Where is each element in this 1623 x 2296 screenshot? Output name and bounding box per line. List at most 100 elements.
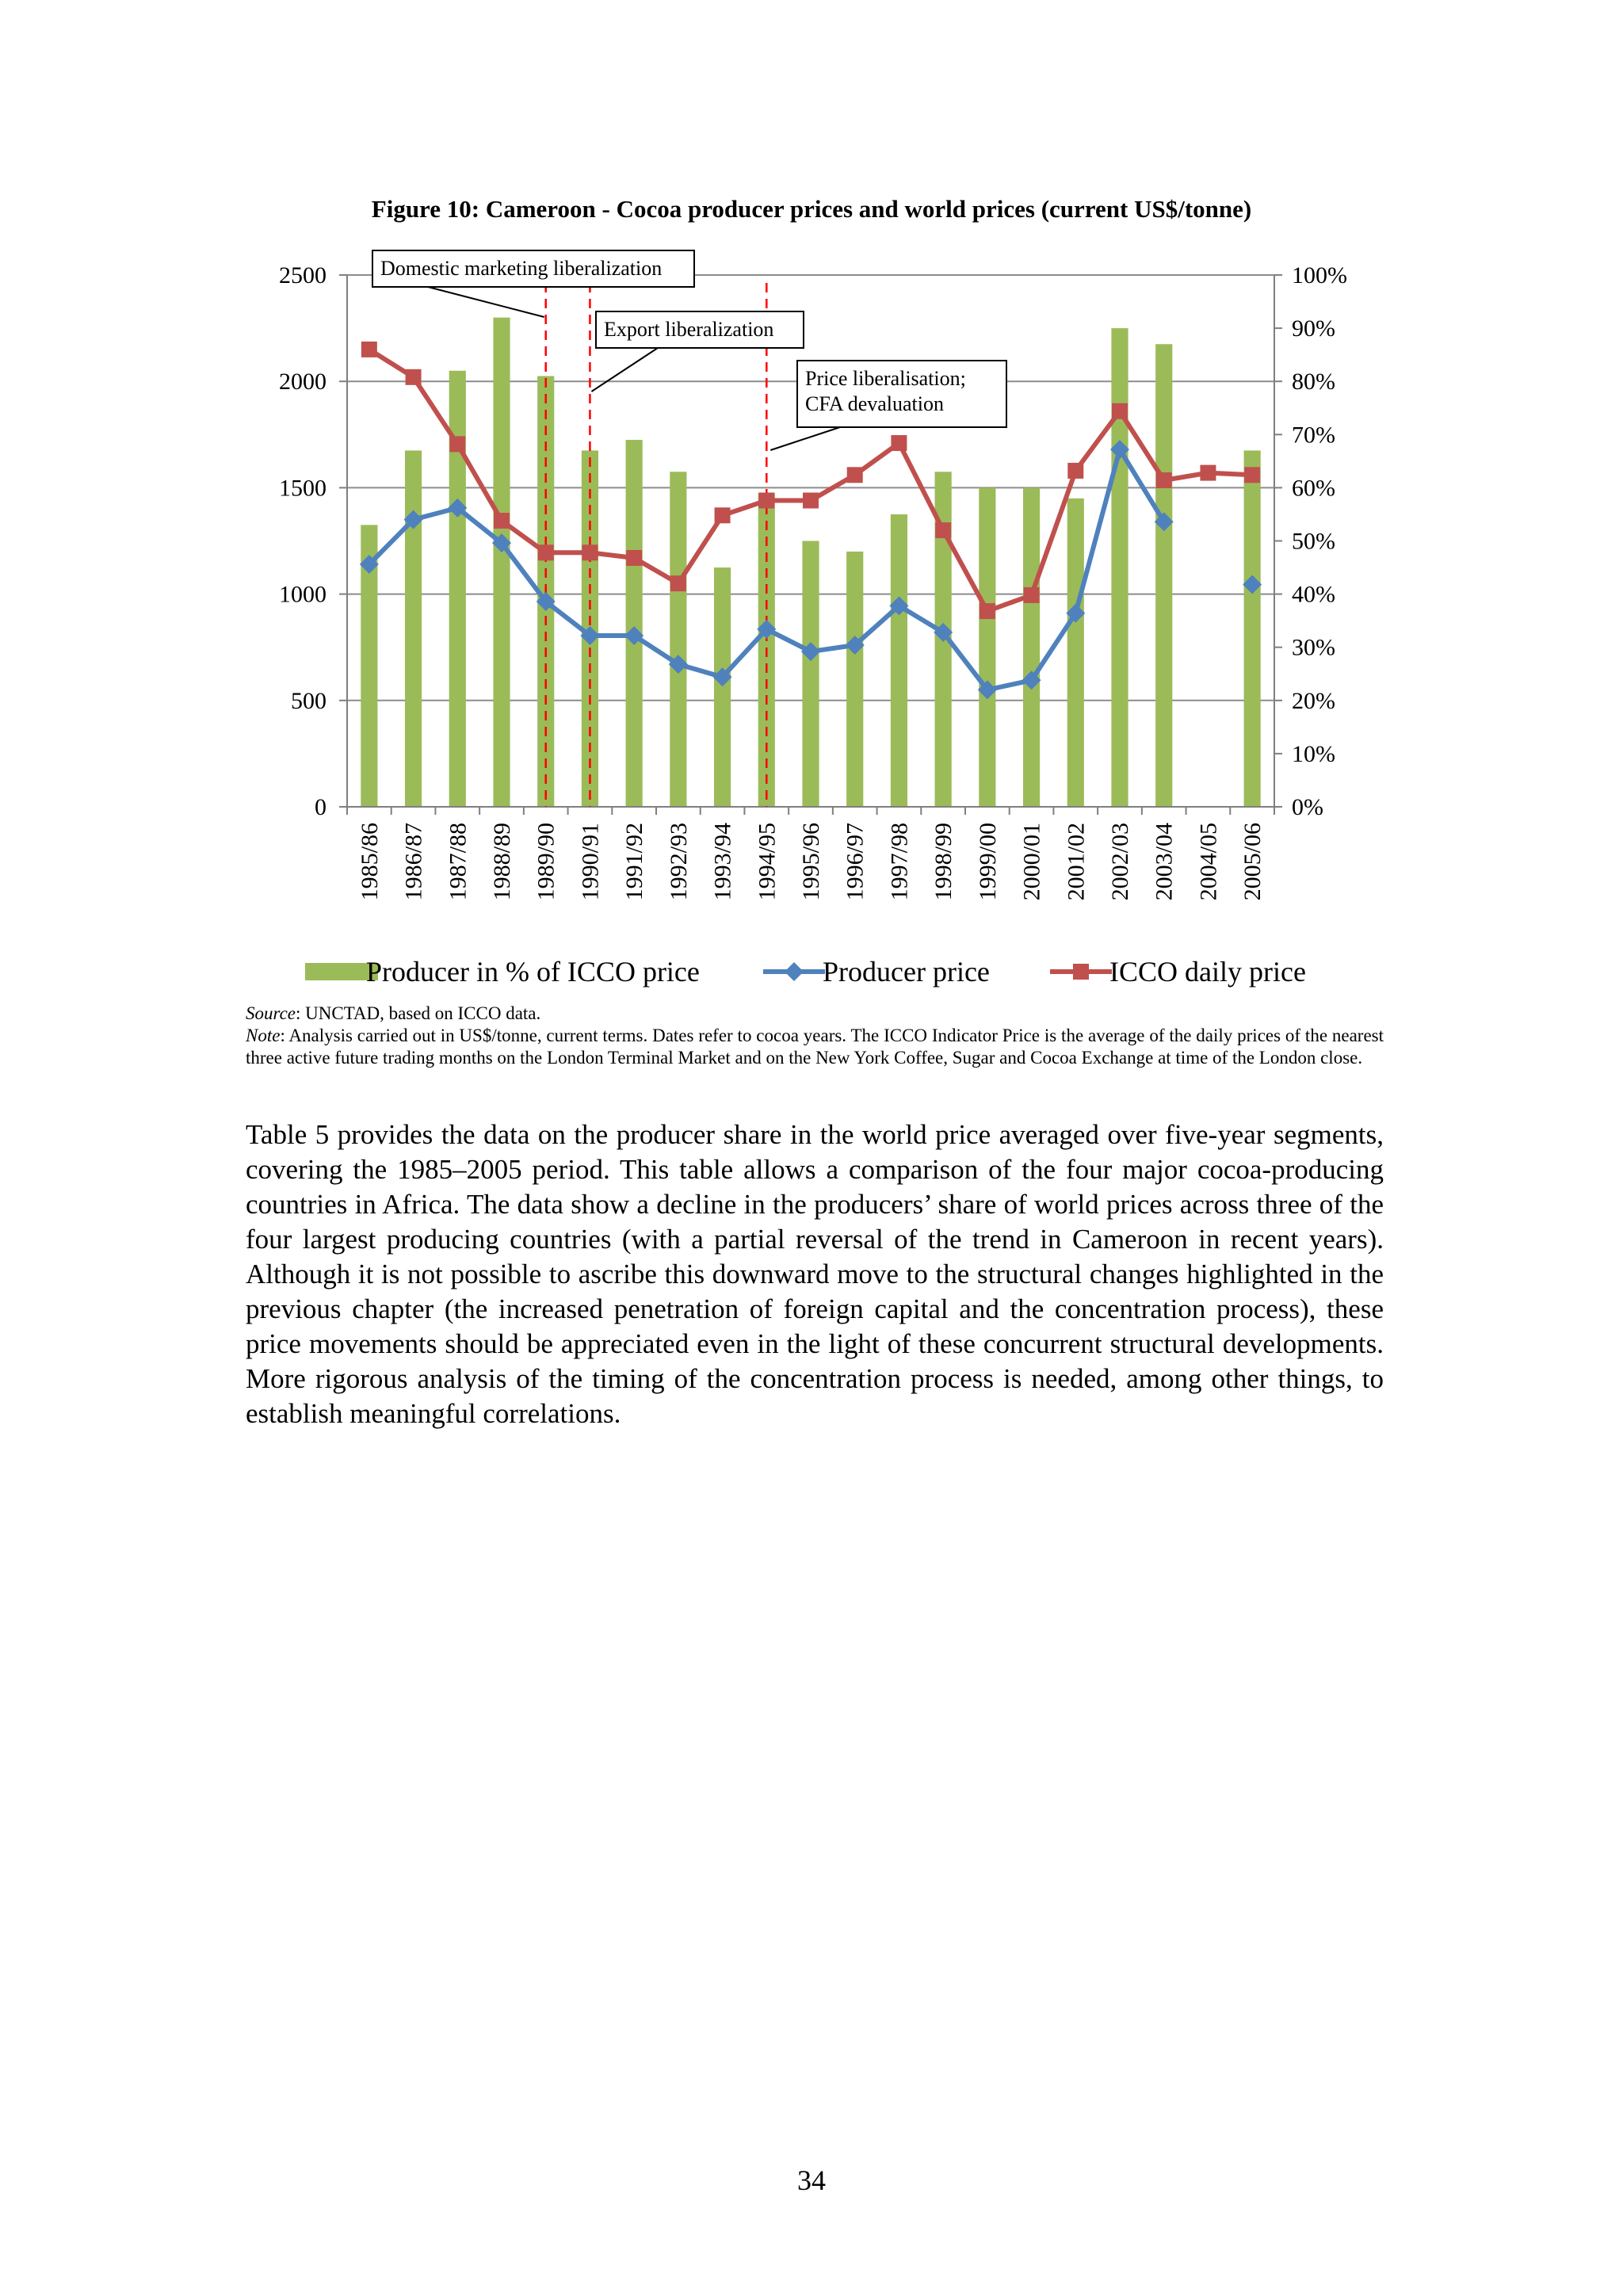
combo-chart: Domestic marketing liberalization Export … <box>279 250 1347 988</box>
callout-pointer <box>427 286 544 318</box>
bar-series <box>361 317 1261 808</box>
event-label: Domestic marketing liberalization <box>380 257 662 280</box>
diamond-marker <box>536 591 556 611</box>
bar <box>670 472 687 807</box>
x-tick-label: 1989/90 <box>533 823 559 900</box>
square-marker <box>670 575 686 592</box>
event-label: CFA devaluation <box>805 392 944 415</box>
diamond-marker <box>580 625 600 645</box>
event-label: Price liberalisation; <box>805 367 966 390</box>
bar <box>1111 328 1128 808</box>
x-tick-label: 1997/98 <box>886 823 912 900</box>
diamond-marker <box>492 533 511 553</box>
bar <box>1067 498 1084 807</box>
square-marker <box>361 341 377 357</box>
bar <box>802 541 819 807</box>
right-tick-label: 70% <box>1292 422 1335 448</box>
square-marker <box>935 522 952 539</box>
diamond-marker <box>757 619 777 639</box>
bar <box>1155 344 1173 808</box>
x-tick-label: 1995/96 <box>798 823 824 900</box>
x-tick-label: 1998/99 <box>930 823 957 900</box>
right-tick-label: 60% <box>1292 475 1335 501</box>
diamond-marker <box>712 667 732 687</box>
note-label: Note <box>246 1026 281 1045</box>
bar <box>449 370 466 807</box>
x-tick-label: 2005/06 <box>1239 823 1266 900</box>
x-tick-label: 2004/05 <box>1195 823 1221 900</box>
x-tick-label: 1996/97 <box>842 823 869 900</box>
right-tick-label: 10% <box>1292 741 1335 767</box>
square-marker <box>1112 403 1128 419</box>
x-tick-label: 1992/93 <box>666 823 692 900</box>
callout-pointer <box>590 347 659 392</box>
callout-box <box>595 311 804 349</box>
diamond-marker <box>1110 440 1129 460</box>
figure-title: Figure 10: Cameroon - Cocoa producer pri… <box>371 195 1252 223</box>
square-marker <box>449 436 466 453</box>
right-tick-label: 0% <box>1292 794 1323 820</box>
square-marker <box>1155 472 1172 489</box>
x-tick-label: 1990/91 <box>577 823 603 900</box>
source-label: Source <box>246 1003 296 1023</box>
legend-label: ICCO daily price <box>1109 956 1306 988</box>
bar <box>846 551 864 807</box>
left-tick-label: 1000 <box>279 582 327 608</box>
square-marker <box>537 544 554 561</box>
right-tick-label: 40% <box>1292 582 1335 608</box>
left-tick-label: 1500 <box>279 475 327 501</box>
diamond-marker <box>889 596 909 616</box>
x-tick-label: 1985/86 <box>357 823 383 900</box>
note-text: Note: Analysis carried out in US$/tonne,… <box>246 1025 1384 1069</box>
square-marker <box>758 492 775 509</box>
bar <box>404 450 422 807</box>
left-tick-label: 0 <box>315 794 327 820</box>
bar <box>890 514 908 807</box>
event-label: Export liberalization <box>604 318 773 341</box>
page-number: 34 <box>797 2164 826 2196</box>
diamond-marker <box>359 555 379 575</box>
square-marker <box>1244 467 1261 483</box>
diamond-marker <box>845 636 865 655</box>
diamond-marker <box>977 680 997 700</box>
diamond-marker <box>1022 670 1041 690</box>
axis-labels: 0 500 1000 1500 2000 2500 0% 10% 20% 30% 40% 50% 60%… <box>279 262 1347 900</box>
bar <box>1243 450 1261 807</box>
diamond-marker <box>801 642 820 662</box>
x-tick-label: 2001/02 <box>1063 823 1089 900</box>
note-body: : Analysis carried out in US$/tonne, cur… <box>246 1026 1384 1068</box>
square-marker <box>803 492 819 509</box>
callout-pointer <box>769 426 841 451</box>
x-tick-label: 1986/87 <box>401 823 427 900</box>
square-marker <box>714 507 731 524</box>
square-marker <box>494 513 510 529</box>
source-note: Source: UNCTAD, based on ICCO data. <box>246 1003 1384 1025</box>
callout-box <box>372 250 695 288</box>
diamond-marker <box>934 622 953 642</box>
x-tick-label: 2003/04 <box>1151 823 1178 900</box>
diamond-marker <box>1154 512 1174 532</box>
source-text: : UNCTAD, based on ICCO data. <box>296 1003 541 1023</box>
right-tick-label: 50% <box>1292 529 1335 555</box>
legend-label: Producer in % of ICCO price <box>366 956 700 988</box>
right-tick-label: 80% <box>1292 369 1335 395</box>
axes <box>339 274 1282 815</box>
x-tick-label: 1994/95 <box>754 823 780 900</box>
x-tick-label: 1988/89 <box>489 823 515 900</box>
square-marker <box>405 369 422 385</box>
right-tick-label: 100% <box>1292 262 1347 288</box>
bar <box>625 440 643 807</box>
square-marker <box>846 467 863 483</box>
right-tick-label: 20% <box>1292 688 1335 714</box>
x-tick-label: 1991/92 <box>621 823 647 900</box>
callout-box <box>796 360 1007 428</box>
x-tick-label: 1987/88 <box>445 823 471 900</box>
square-marker <box>979 603 995 620</box>
diamond-marker <box>448 498 468 518</box>
square-marker <box>1200 464 1216 481</box>
left-tick-label: 2500 <box>279 262 327 288</box>
x-tick-label: 2002/03 <box>1107 823 1133 900</box>
diamond-marker <box>1243 575 1262 594</box>
square-marker <box>1067 462 1084 479</box>
figure-notes: Source: UNCTAD, based on ICCO data. Note… <box>246 1003 1384 1069</box>
